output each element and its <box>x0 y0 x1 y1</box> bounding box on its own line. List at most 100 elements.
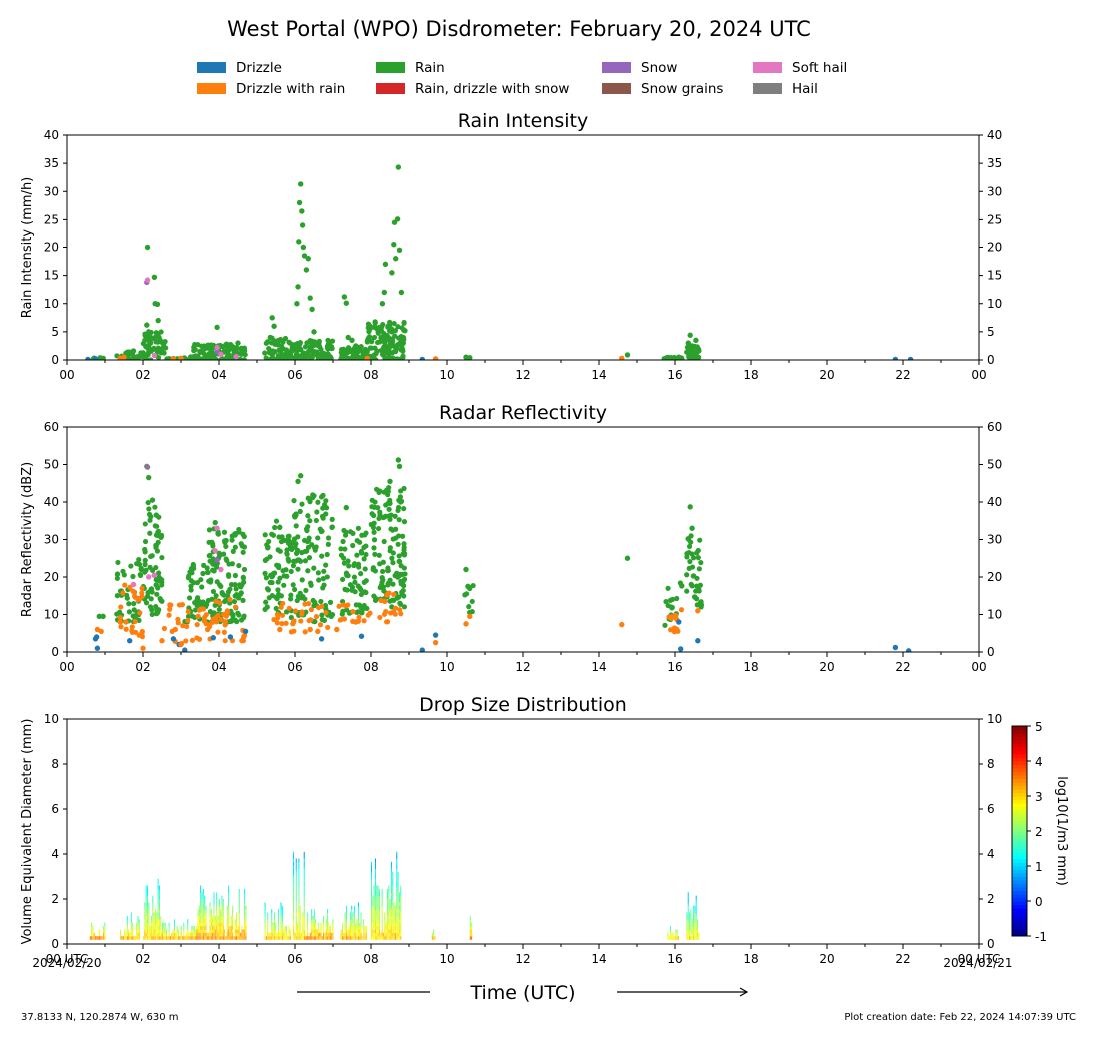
heatmap-cell <box>372 915 374 920</box>
heatmap-cell <box>675 929 677 934</box>
heatmap-cell <box>295 922 297 927</box>
heatmap-cell <box>160 915 162 920</box>
heatmap-cell <box>311 912 313 917</box>
heatmap-cell <box>189 932 191 937</box>
heatmap-cell <box>158 919 160 923</box>
data-point <box>262 570 268 576</box>
heatmap-cell <box>372 936 374 940</box>
heatmap-cell <box>307 929 309 934</box>
heatmap-cell <box>396 909 398 913</box>
data-point <box>221 629 227 635</box>
heatmap-cell <box>277 936 279 940</box>
heatmap-cell <box>198 915 200 920</box>
heatmap-cell <box>145 919 147 923</box>
y-tick-label: 50 <box>44 458 59 472</box>
x-tick-label: 08 <box>363 952 378 966</box>
data-point <box>178 355 184 360</box>
y-tick-label: 10 <box>987 712 1002 726</box>
data-point <box>208 343 215 349</box>
heatmap-cell <box>328 922 330 927</box>
heatmap-cell <box>397 909 399 913</box>
heatmap-cell <box>299 919 301 923</box>
data-point <box>94 645 101 651</box>
data-point <box>214 344 220 351</box>
data-point <box>274 620 280 626</box>
heatmap-cell <box>213 892 215 896</box>
heatmap-cell <box>694 936 696 940</box>
data-point <box>166 612 172 618</box>
heatmap-cell <box>295 905 297 910</box>
data-point <box>674 595 680 602</box>
heatmap-cell <box>241 926 243 930</box>
heatmap-cell <box>380 932 382 937</box>
data-point <box>192 347 198 353</box>
heatmap-cell <box>298 875 300 880</box>
heatmap-cell <box>400 892 402 896</box>
colorbar-segment <box>1012 901 1027 905</box>
heatmap-cell <box>158 932 160 937</box>
heatmap-cell <box>281 936 283 940</box>
data-point <box>309 542 315 548</box>
data-point <box>463 566 469 573</box>
heatmap-cell <box>388 905 390 910</box>
data-point <box>390 536 396 542</box>
data-point <box>236 562 242 569</box>
data-point <box>372 551 378 557</box>
heatmap-cell <box>146 902 148 907</box>
heatmap-cell <box>686 915 688 920</box>
heatmap-cell <box>201 899 203 903</box>
data-point <box>144 464 151 470</box>
colorbar-segment <box>1012 796 1027 800</box>
heatmap-cell <box>130 936 132 940</box>
heatmap-cell <box>697 929 699 934</box>
heatmap-cell <box>307 915 309 920</box>
heatmap-cell <box>143 936 144 940</box>
data-point <box>687 332 693 338</box>
heatmap-cell <box>397 895 399 900</box>
heatmap-cell <box>103 926 105 930</box>
heatmap-cell <box>293 936 295 940</box>
data-point <box>238 345 245 351</box>
data-point <box>299 609 305 615</box>
heatmap-cell <box>359 922 361 927</box>
data-point <box>320 505 326 511</box>
colorbar-segment <box>1012 768 1027 772</box>
heatmap-cell <box>689 922 691 927</box>
heatmap-cell <box>95 936 97 940</box>
heatmap-cell <box>130 919 132 923</box>
heatmap-cell <box>693 905 695 910</box>
data-point <box>190 561 196 568</box>
heatmap-cell <box>236 915 238 920</box>
heatmap-cell <box>160 936 162 940</box>
data-point <box>291 498 297 504</box>
data-point <box>377 614 383 621</box>
heatmap-cell <box>396 885 398 890</box>
data-point <box>381 333 387 340</box>
data-point <box>147 517 153 523</box>
heatmap-cell <box>360 915 362 920</box>
heatmap-cell <box>200 912 202 917</box>
heatmap-cell <box>687 926 689 930</box>
data-point <box>329 516 335 522</box>
heatmap-cell <box>373 932 375 937</box>
heatmap-cell <box>298 909 300 913</box>
heatmap-cell <box>397 905 399 910</box>
heatmap-cell <box>364 926 366 930</box>
heatmap-cell <box>145 905 147 910</box>
heatmap-cell <box>376 912 378 917</box>
location-footer: 37.8133 N, 120.2874 W, 630 m <box>21 1012 179 1023</box>
heatmap-cell <box>311 932 313 937</box>
heatmap-cell <box>244 888 246 893</box>
heatmap-cell <box>312 915 314 920</box>
heatmap-cell <box>394 909 396 913</box>
heatmap-cell <box>393 909 395 913</box>
x-tick-label: 12 <box>515 368 530 382</box>
heatmap-cell <box>298 915 300 920</box>
data-point <box>328 613 334 620</box>
colorbar-segment <box>1012 897 1027 902</box>
heatmap-cell <box>201 909 203 913</box>
heatmap-cell <box>396 919 398 923</box>
data-point <box>371 504 378 510</box>
data-point <box>130 573 136 580</box>
heatmap-cell <box>230 929 232 934</box>
